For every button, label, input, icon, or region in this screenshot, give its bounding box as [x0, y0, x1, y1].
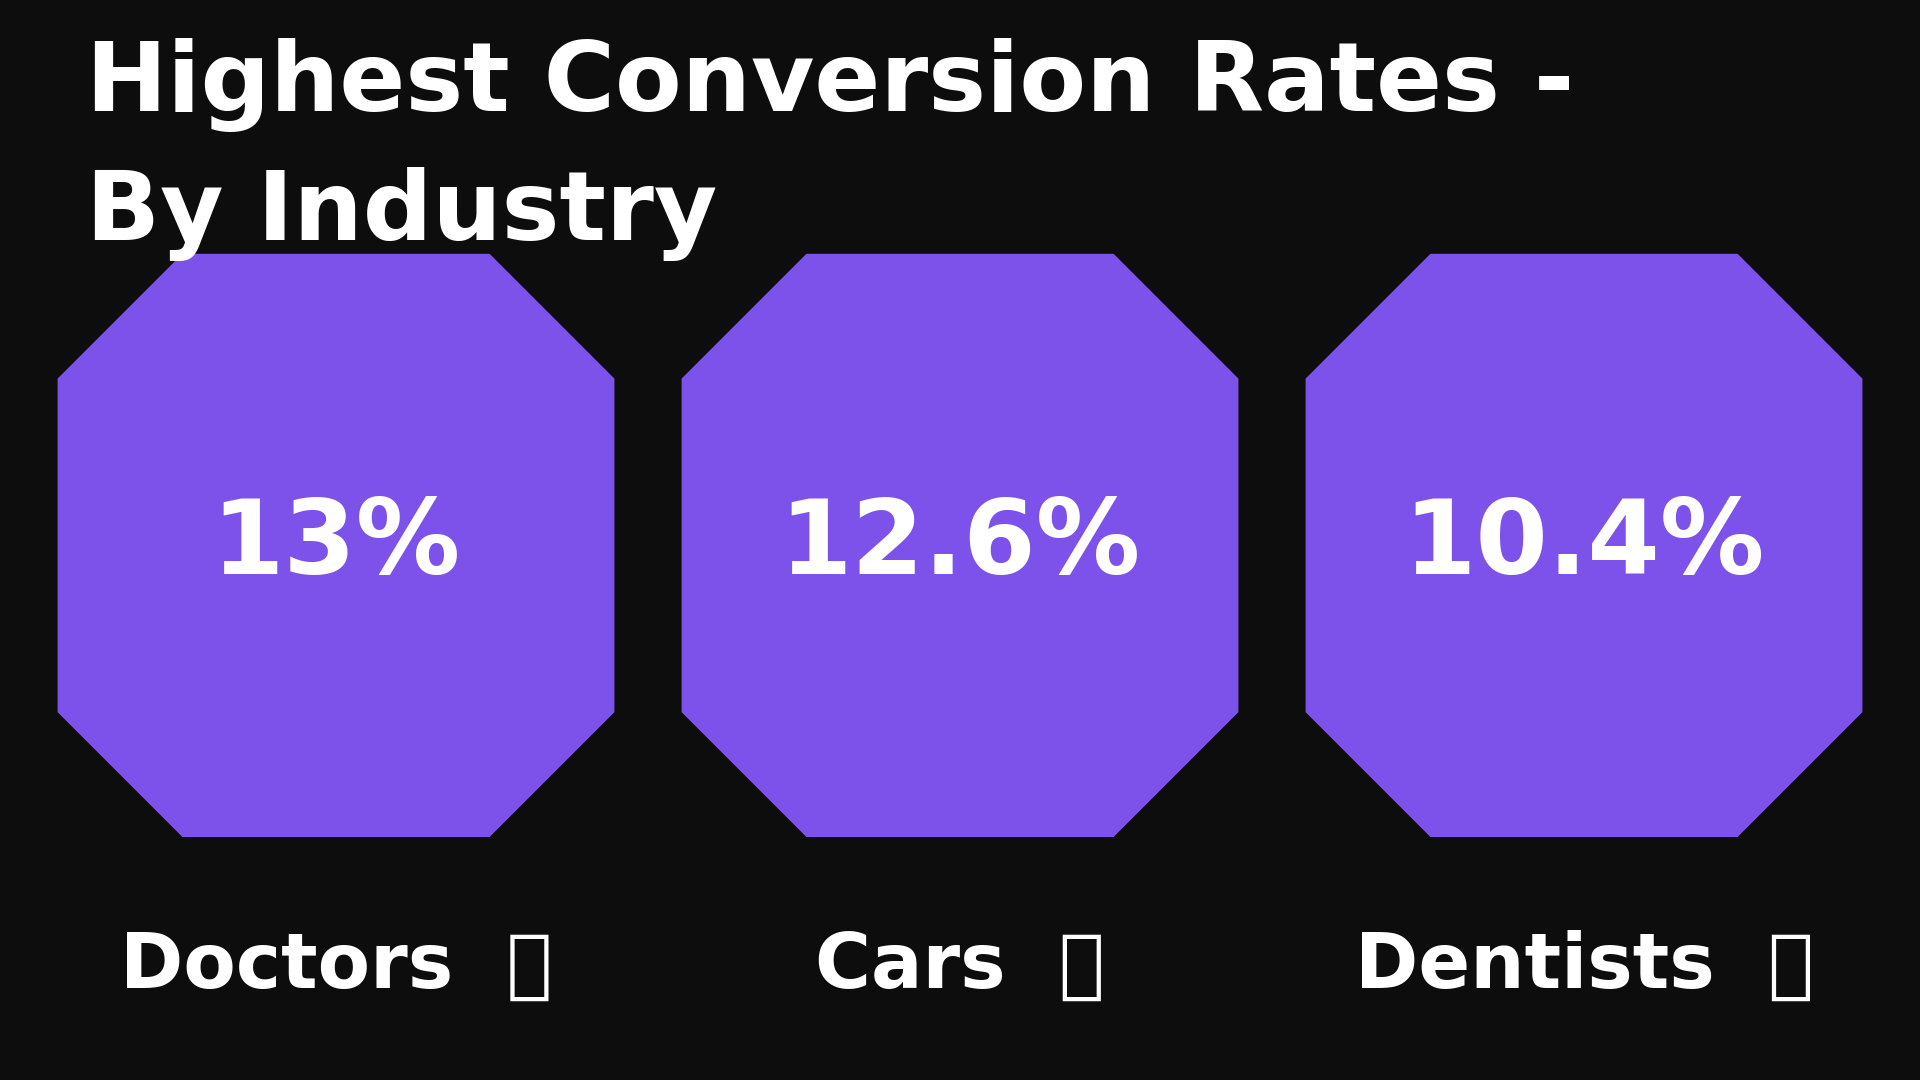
Polygon shape: [682, 254, 1238, 837]
Text: 10.4%: 10.4%: [1404, 495, 1764, 596]
Polygon shape: [1306, 254, 1862, 837]
Text: Dentists  🦷: Dentists 🦷: [1356, 930, 1812, 1003]
Text: 13%: 13%: [211, 495, 461, 596]
Text: Highest Conversion Rates -: Highest Conversion Rates -: [86, 38, 1574, 132]
Polygon shape: [58, 254, 614, 837]
Text: 12.6%: 12.6%: [780, 495, 1140, 596]
Text: By Industry: By Industry: [86, 167, 718, 261]
Text: Cars  🚗: Cars 🚗: [816, 930, 1104, 1003]
Text: Doctors  🥼: Doctors 🥼: [119, 930, 553, 1003]
